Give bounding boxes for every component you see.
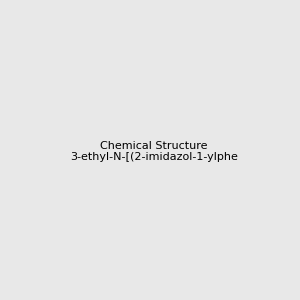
Text: Chemical Structure
3-ethyl-N-[(2-imidazol-1-ylphe: Chemical Structure 3-ethyl-N-[(2-imidazo… [70, 141, 238, 162]
